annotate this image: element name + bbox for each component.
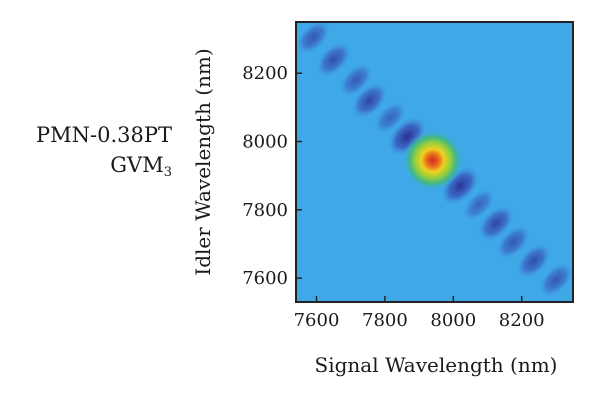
x-axis-title: Signal Wavelength (nm) [315,353,558,377]
heatmap-lobe-10 [495,224,532,261]
y-tick-label: 7800 [242,200,288,221]
y-axis: 7600 7800 8000 8200 [242,63,302,289]
heatmap-peak [402,130,463,191]
y-tick-label: 8000 [242,132,288,153]
heatmap-marks [296,22,573,298]
material-annotation: PMN-0.38PT GVM3 [0,120,172,188]
x-tick-label: 8000 [430,310,476,331]
x-tick-label: 8200 [499,310,545,331]
heatmap-lobe-11 [515,242,553,280]
gvm-label-main: GVM [110,153,164,177]
y-tick-label: 7600 [242,268,288,289]
gvm-label-subscript: 3 [163,165,172,180]
heatmap-lobe-1 [296,22,331,56]
y-tick-label: 8200 [242,63,288,84]
x-tick-label: 7600 [294,310,340,331]
heatmap-lobe-5 [373,100,408,135]
plot-frame [295,21,574,303]
x-axis: 7600 7800 8000 8200 [294,296,545,331]
x-tick-label: 7800 [362,310,408,331]
material-label: PMN-0.38PT [36,123,172,147]
heatmap-lobe-4 [350,81,389,120]
gvm-label: GVM3 [0,150,172,188]
heatmap-lobe-2 [315,41,353,79]
heatmap-lobe-8 [461,187,496,222]
heatmap-lobe-12 [538,261,573,298]
y-axis-title: Idler Wavelength (nm) [191,48,215,275]
